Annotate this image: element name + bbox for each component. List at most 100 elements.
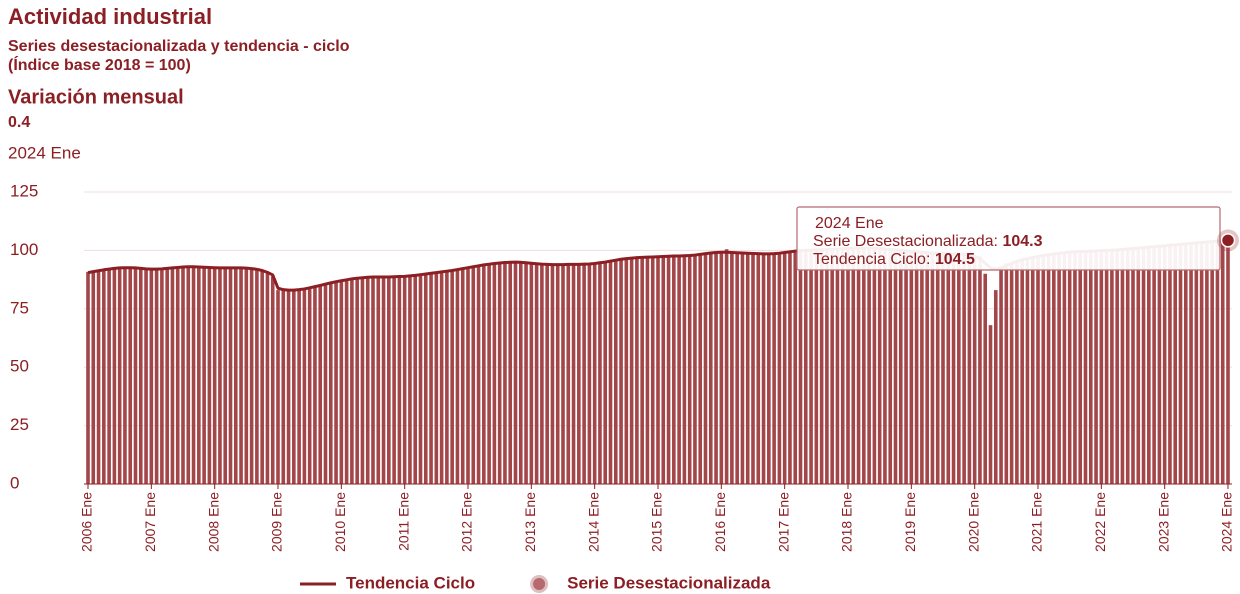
bar [566, 263, 571, 484]
bar [1157, 245, 1162, 484]
legend-label: Serie Desestacionalizada [567, 573, 771, 592]
bar [962, 255, 966, 484]
bar [883, 248, 887, 484]
bar [513, 261, 518, 484]
bar [814, 250, 819, 484]
bar [307, 288, 312, 484]
bar [935, 252, 940, 484]
bar [703, 252, 708, 484]
bar [798, 249, 803, 484]
bar [466, 268, 470, 484]
bar [534, 263, 539, 484]
bar [408, 275, 412, 484]
bar [904, 250, 908, 484]
bar [1173, 245, 1178, 484]
bar [1131, 249, 1135, 484]
bar [893, 249, 898, 484]
bar [265, 273, 270, 484]
bar [767, 253, 771, 484]
bar [276, 290, 280, 484]
bar [1099, 251, 1104, 484]
bar [1110, 250, 1114, 484]
bar [555, 263, 560, 484]
bar [96, 270, 101, 484]
bar [197, 267, 201, 484]
bar [318, 286, 323, 484]
bar [745, 252, 750, 484]
bar [1036, 257, 1040, 484]
bar [735, 252, 739, 484]
bar [1147, 246, 1151, 484]
bar [455, 270, 460, 484]
title: Actividad industrial [8, 4, 212, 29]
bar [1025, 257, 1030, 484]
tooltip-date: 2024 Ene [815, 215, 884, 232]
tooltip-line: Tendencia Ciclo: 104.5 [813, 251, 975, 268]
bar [1120, 250, 1125, 484]
x-tick-label: 2023 Ene [1155, 492, 1171, 552]
bar [1210, 240, 1214, 484]
x-tick-label: 2024 Ene [1219, 492, 1235, 552]
bar [946, 252, 951, 484]
bar [212, 266, 217, 484]
bar [1220, 239, 1225, 484]
bar [619, 258, 623, 484]
bar [1183, 244, 1188, 484]
x-tick-label: 2008 Ene [205, 492, 221, 552]
bar [86, 271, 90, 484]
bar [582, 264, 586, 484]
bar [1067, 252, 1072, 484]
bar [1115, 249, 1119, 484]
bar [255, 268, 259, 484]
subtitle-base: (Índice base 2018 = 100) [8, 55, 191, 74]
bar [862, 247, 866, 484]
bar [482, 264, 486, 484]
bar [598, 262, 602, 484]
bar [107, 268, 111, 484]
bar [693, 254, 697, 484]
bar [434, 273, 439, 484]
bar [1136, 247, 1141, 484]
bar [270, 276, 275, 484]
bar [323, 283, 328, 484]
bar [967, 254, 972, 484]
bar [1020, 259, 1024, 484]
bar [360, 278, 365, 484]
bar [920, 252, 924, 484]
bar [350, 279, 354, 484]
legend-label: Tendencia Ciclo [346, 573, 475, 592]
bar [550, 265, 555, 484]
legend: Tendencia Ciclo Serie Desestacionalizada [300, 573, 771, 593]
y-tick-label: 25 [10, 415, 29, 434]
bar [1052, 253, 1056, 484]
bar [1009, 262, 1014, 484]
bar [207, 267, 212, 484]
x-tick-label: 2006 Ene [79, 492, 95, 552]
kpi-label: Variación mensual [8, 86, 184, 108]
bar [825, 250, 829, 484]
bar [302, 288, 307, 484]
bar [941, 254, 945, 484]
x-tick-label: 2018 Ene [839, 492, 855, 552]
bar [988, 325, 993, 484]
bar [112, 268, 117, 484]
bar [957, 253, 961, 484]
tooltip-label: Tendencia Ciclo: [813, 251, 930, 268]
bar [635, 258, 639, 484]
bar [149, 268, 154, 484]
bar [761, 254, 766, 484]
bar [160, 268, 164, 484]
bar [1199, 241, 1204, 484]
y-tick-label: 0 [10, 473, 19, 492]
tooltip-value: 104.5 [935, 251, 975, 268]
bar [497, 263, 502, 484]
bar [1094, 250, 1098, 484]
bar [239, 268, 243, 484]
bar [244, 267, 249, 484]
bar [175, 267, 180, 484]
bar [914, 251, 919, 484]
bar [181, 266, 185, 484]
bar [1030, 256, 1035, 484]
bar [202, 266, 206, 484]
